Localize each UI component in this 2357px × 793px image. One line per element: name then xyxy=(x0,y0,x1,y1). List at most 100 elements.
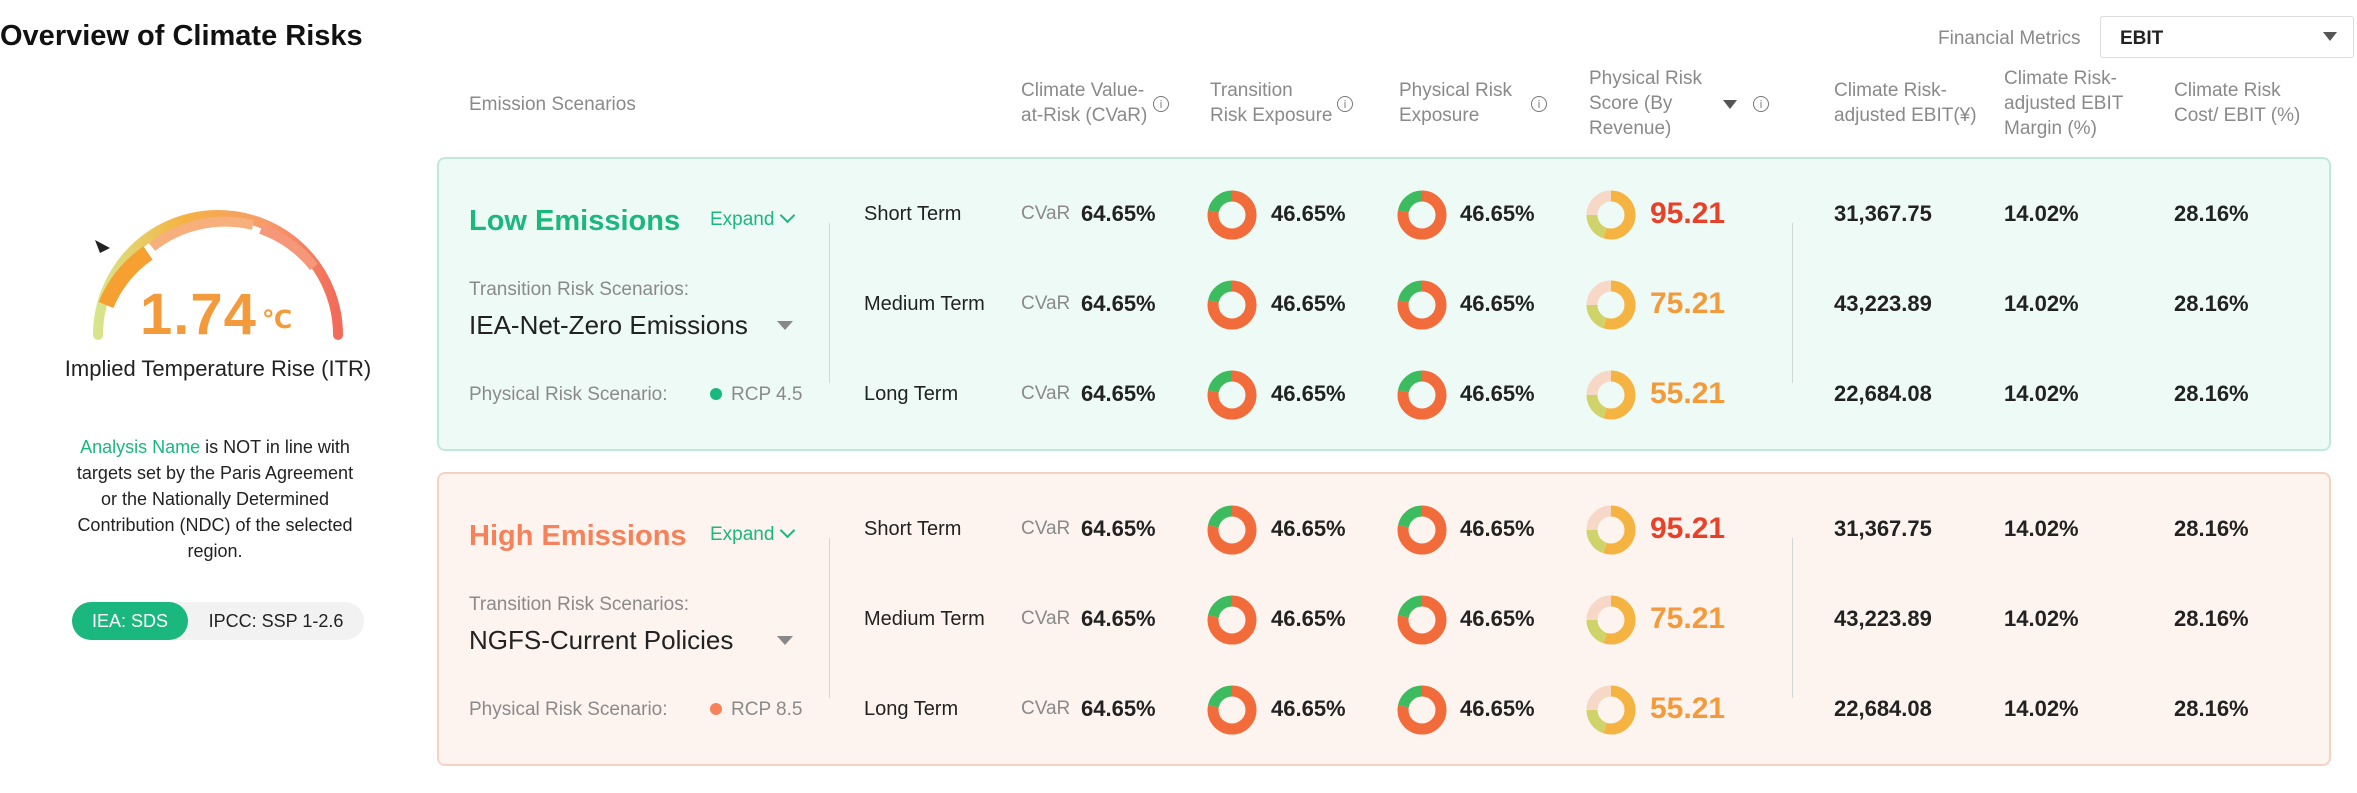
term-label: Long Term xyxy=(864,698,959,720)
donut-segment xyxy=(1586,505,1636,555)
physical-donut-chart xyxy=(1397,685,1447,735)
note-text-1: is NOT in line with xyxy=(200,437,350,457)
score-donut-chart xyxy=(1586,190,1636,240)
col-risk-cost: Climate Risk Cost/ EBIT (%) xyxy=(2174,78,2300,128)
col-adj-ebit-line1: Climate Risk- xyxy=(1834,80,1947,101)
note-text-2: targets set by the Paris Agreement xyxy=(76,463,354,483)
donut-segment xyxy=(1586,370,1636,420)
donut-segment xyxy=(1586,190,1636,240)
col-cvar: Climate Value- at-Risk (CVaR) xyxy=(1021,78,1147,128)
col-physical-line2: Exposure xyxy=(1399,105,1480,126)
low-emissions-card xyxy=(437,157,2331,451)
term-label: Short Term xyxy=(864,203,962,225)
donut-segment xyxy=(1207,685,1257,735)
risk-cost-value: 28.16% xyxy=(2174,291,2249,316)
transition-scenario-label: Transition Risk Scenarios: xyxy=(469,594,689,615)
physical-donut-chart xyxy=(1397,280,1447,330)
donut-segment xyxy=(1586,595,1636,645)
adjusted-ebit-value: 22,684.08 xyxy=(1834,381,1932,406)
ebit-margin-value: 14.02% xyxy=(2004,201,2079,226)
physical-risk-score: 95.21 xyxy=(1650,512,1726,545)
transition-donut-chart xyxy=(1207,280,1257,330)
transition-donut-chart xyxy=(1207,370,1257,420)
physical-donut-chart xyxy=(1397,370,1447,420)
score-info-icon[interactable]: i xyxy=(1753,96,1769,112)
risk-cost-value: 28.16% xyxy=(2174,381,2249,406)
chevron-down-icon[interactable] xyxy=(777,321,793,330)
divider xyxy=(1792,223,1793,383)
score-donut-chart xyxy=(1586,595,1636,645)
sort-down-icon[interactable] xyxy=(1723,100,1737,109)
donut-segment xyxy=(1586,280,1636,330)
expand-label: Expand xyxy=(710,524,775,545)
cvar-label: CVaR xyxy=(1021,518,1071,539)
physical-risk-score: 55.21 xyxy=(1650,692,1726,725)
adjusted-ebit-value: 22,684.08 xyxy=(1834,696,1932,721)
transition-info-icon[interactable]: i xyxy=(1337,96,1353,112)
col-score-line1: Physical Risk xyxy=(1589,68,1702,89)
col-physical-line1: Physical Risk xyxy=(1399,80,1512,101)
transition-value: 46.65% xyxy=(1271,201,1346,226)
term-label: Medium Term xyxy=(864,293,985,315)
physical-risk-score: 95.21 xyxy=(1650,197,1726,230)
cvar-value: 64.65% xyxy=(1081,696,1156,721)
col-transition-line1: Transition xyxy=(1210,80,1293,101)
physical-donut-chart xyxy=(1397,190,1447,240)
donut-segment xyxy=(1397,685,1447,735)
col-cost-line1: Climate Risk xyxy=(2174,80,2281,101)
donut-segment xyxy=(1207,190,1257,240)
physical-risk-score: 75.21 xyxy=(1650,602,1726,635)
scenario-title: Low Emissions xyxy=(469,205,681,237)
toggle-iea-sds[interactable]: IEA: SDS xyxy=(72,602,188,640)
score-donut-chart xyxy=(1586,280,1636,330)
transition-scenario-dropdown[interactable]: NGFS-Current Policies xyxy=(469,625,734,655)
page-title: Overview of Climate Risks xyxy=(0,20,363,52)
transition-donut-chart xyxy=(1207,685,1257,735)
physical-value: 46.65% xyxy=(1460,381,1535,406)
gauge-marker-icon xyxy=(95,240,110,253)
transition-value: 46.65% xyxy=(1271,381,1346,406)
physical-donut-chart xyxy=(1397,595,1447,645)
transition-value: 46.65% xyxy=(1271,696,1346,721)
cvar-value: 64.65% xyxy=(1081,516,1156,541)
adjusted-ebit-value: 31,367.75 xyxy=(1834,516,1932,541)
chevron-down-icon[interactable] xyxy=(777,636,793,645)
expand-button[interactable]: Expand xyxy=(710,522,796,546)
transition-value: 46.65% xyxy=(1271,291,1346,316)
transition-scenario-dropdown[interactable]: IEA-Net-Zero Emissions xyxy=(469,310,748,340)
transition-scenario-label: Transition Risk Scenarios: xyxy=(469,279,689,300)
transition-donut-chart xyxy=(1207,190,1257,240)
physical-value: 46.65% xyxy=(1460,606,1535,631)
analysis-name-link[interactable]: Analysis Name xyxy=(80,437,201,457)
donut-segment xyxy=(1207,595,1257,645)
donut-segment xyxy=(1397,370,1447,420)
physical-info-icon[interactable]: i xyxy=(1531,96,1547,112)
donut-segment xyxy=(1397,595,1447,645)
term-label: Long Term xyxy=(864,383,959,405)
cvar-info-icon[interactable]: i xyxy=(1153,96,1169,112)
col-score-line2: Score (By xyxy=(1589,93,1673,114)
adjusted-ebit-value: 43,223.89 xyxy=(1834,291,1932,316)
cvar-value: 64.65% xyxy=(1081,201,1156,226)
high-emissions-card xyxy=(437,472,2331,766)
transition-value: 46.65% xyxy=(1271,606,1346,631)
physical-value: 46.65% xyxy=(1460,291,1535,316)
col-physical-exposure: Physical Risk Exposure xyxy=(1399,78,1512,128)
expand-button[interactable]: Expand xyxy=(710,207,796,231)
score-donut-chart xyxy=(1586,370,1636,420)
cvar-label: CVaR xyxy=(1021,698,1071,719)
risk-cost-value: 28.16% xyxy=(2174,696,2249,721)
divider xyxy=(829,223,830,383)
physical-risk-score: 75.21 xyxy=(1650,287,1726,320)
chevron-down-icon xyxy=(780,522,796,539)
donut-segment xyxy=(1397,190,1447,240)
cvar-value: 64.65% xyxy=(1081,381,1156,406)
term-label: Medium Term xyxy=(864,608,985,630)
risk-cost-value: 28.16% xyxy=(2174,606,2249,631)
transition-donut-chart xyxy=(1207,505,1257,555)
toggle-ipcc-ssp[interactable]: IPCC: SSP 1-2.6 xyxy=(208,611,344,631)
gauge-segment xyxy=(259,224,318,271)
col-adjusted-ebit: Climate Risk- adjusted EBIT(¥) xyxy=(1834,78,1977,128)
col-score-line3: Revenue) xyxy=(1589,118,1672,139)
financial-metrics-select[interactable]: EBIT xyxy=(2100,16,2354,58)
